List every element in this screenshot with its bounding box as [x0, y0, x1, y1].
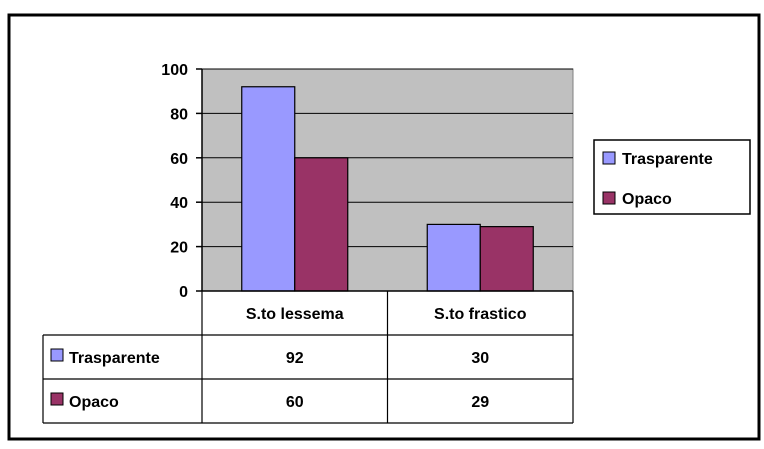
y-tick-label: 80 — [170, 106, 188, 123]
y-tick-label: 100 — [161, 62, 188, 79]
table-value: 30 — [471, 350, 489, 367]
table-category-label: S.to frastico — [434, 306, 527, 323]
bar — [426, 223, 481, 292]
bar — [294, 157, 349, 292]
table-value: 60 — [286, 394, 304, 411]
bar — [241, 86, 296, 292]
bar — [479, 226, 534, 292]
legend: Trasparente Opaco — [602, 151, 713, 208]
bars — [241, 86, 534, 292]
y-tick-label: 20 — [170, 240, 188, 257]
legend-key — [602, 191, 616, 205]
y-axis-ticks: 0 20 40 60 80 100 — [161, 62, 202, 301]
table-legend-key — [50, 392, 64, 406]
legend-label: Opaco — [622, 191, 672, 208]
y-tick-label: 0 — [179, 284, 188, 301]
legend-label: Trasparente — [622, 151, 713, 168]
data-table: S.to lessema S.to frastico Trasparente 92 30… — [42, 290, 574, 424]
table-value: 92 — [286, 350, 304, 367]
table-value: 29 — [471, 394, 489, 411]
legend-key — [602, 151, 616, 165]
table-legend-key — [50, 348, 64, 362]
table-series-label: Trasparente — [69, 350, 160, 367]
table-category-label: S.to lessema — [246, 306, 344, 323]
legend-box — [593, 139, 751, 215]
y-tick-label: 40 — [170, 195, 188, 212]
table-series-label: Opaco — [69, 394, 119, 411]
y-tick-label: 60 — [170, 151, 188, 168]
